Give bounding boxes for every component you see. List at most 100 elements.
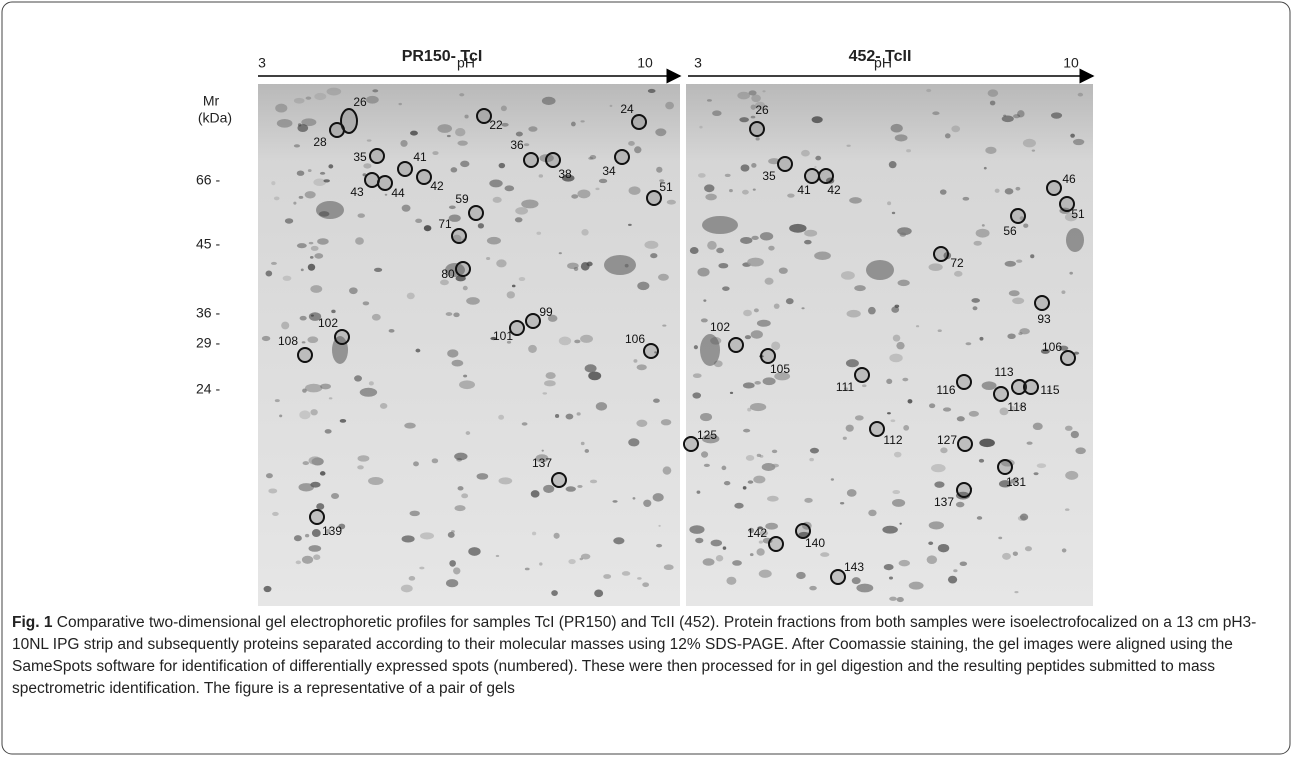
spot-label: 115 (1040, 383, 1059, 397)
gel-spot (609, 104, 613, 107)
gel-spot (951, 125, 961, 133)
gel-spot (528, 126, 538, 132)
gel-spot (942, 407, 952, 412)
axis-label: pH (457, 55, 475, 71)
spot-circle (614, 149, 630, 165)
gel-spot (486, 236, 501, 245)
gel-spot (504, 185, 515, 192)
gel-spot (357, 455, 370, 462)
gel-spot (637, 577, 642, 580)
gel-spot (716, 247, 724, 254)
gel-spot (636, 419, 648, 427)
spot-circle (334, 329, 350, 345)
spot-label: 26 (353, 95, 367, 109)
gel-spot (758, 569, 772, 578)
gel-spot (363, 163, 372, 169)
gel-spot (889, 596, 897, 601)
gel-spot (490, 336, 497, 341)
gel-spot (1033, 472, 1039, 476)
gel-spot (310, 285, 323, 293)
gel-spot (647, 88, 656, 94)
gel-spot (297, 124, 309, 132)
gel-spot (768, 245, 775, 251)
gel-spot (699, 412, 713, 422)
gel-spot (313, 178, 326, 187)
gel-spot (701, 451, 709, 458)
axis-label: pH (874, 55, 892, 71)
gel-spot (448, 214, 461, 222)
gel-spot (281, 321, 290, 330)
gel-spot (1001, 115, 1014, 123)
gel-spot (453, 312, 460, 318)
gel-spot (1075, 447, 1086, 455)
gel-spot (1012, 551, 1018, 556)
gel-spot (937, 543, 950, 553)
mr-tick-label: 29 - (196, 335, 220, 351)
gel-spot (400, 584, 413, 593)
gel-spot (450, 167, 458, 173)
gel-spot (1073, 138, 1085, 146)
gel-spot (628, 438, 640, 447)
gel-spot (1015, 186, 1021, 191)
gel-spot (868, 509, 877, 517)
spot-circle (1010, 208, 1026, 224)
gel-spot (523, 143, 530, 147)
gel-spot (570, 121, 576, 127)
gel-spot (514, 217, 523, 223)
gel-spot (696, 490, 701, 494)
gel-spot (656, 166, 663, 173)
spot-label: 42 (827, 183, 841, 197)
spot-label: 24 (620, 102, 634, 116)
gel-spot (1070, 133, 1075, 138)
gel-spot (307, 263, 316, 271)
spot-label: 116 (936, 383, 955, 397)
spot-label: 71 (438, 217, 452, 231)
gel-spot (787, 193, 795, 198)
gel-spot (401, 535, 415, 543)
gel-spot (561, 174, 575, 182)
gel-spot (752, 188, 756, 191)
gel-spot (431, 458, 439, 464)
gel-spot (998, 480, 1012, 488)
gel-spot (722, 286, 730, 291)
gel-spot (693, 345, 698, 350)
gel-spot (898, 559, 911, 567)
gel-spot (310, 481, 321, 488)
gel-spot (464, 114, 469, 119)
gel-spot (419, 566, 425, 570)
gel-spot (465, 431, 471, 435)
gel-spot (662, 324, 667, 327)
gel-spot (1019, 216, 1025, 221)
gel-spot (319, 471, 326, 476)
gel-spot (328, 164, 334, 169)
gel-spot (754, 381, 761, 385)
spot-circle (523, 152, 539, 168)
gel-spot (568, 558, 576, 565)
gel-spot (1012, 297, 1025, 305)
gel-spot (973, 240, 982, 246)
gel-spot (477, 223, 485, 229)
gel-spot (398, 102, 402, 106)
gel-spot (362, 301, 370, 306)
gel-spot (410, 130, 418, 136)
gel-spot (554, 414, 560, 418)
gel-spot (594, 589, 604, 598)
gel-spot (747, 407, 752, 412)
gel-spot (756, 319, 771, 327)
gel-spot (528, 344, 537, 353)
spot-label: 137 (532, 456, 552, 470)
gel-spot (809, 457, 814, 462)
spot-label: 28 (313, 135, 327, 149)
gel-spot (1077, 92, 1084, 97)
spot-circle (768, 536, 784, 552)
gel-spot (316, 503, 325, 510)
gel-spot (981, 224, 985, 227)
gel-spot (628, 223, 632, 226)
gel-spot (893, 451, 902, 458)
gel-spot (999, 407, 1009, 416)
gel-spot (892, 490, 901, 495)
gel-spot (1019, 328, 1030, 335)
gel-spot (634, 146, 642, 154)
gel-spot (789, 223, 807, 233)
gel-spot (845, 424, 854, 432)
